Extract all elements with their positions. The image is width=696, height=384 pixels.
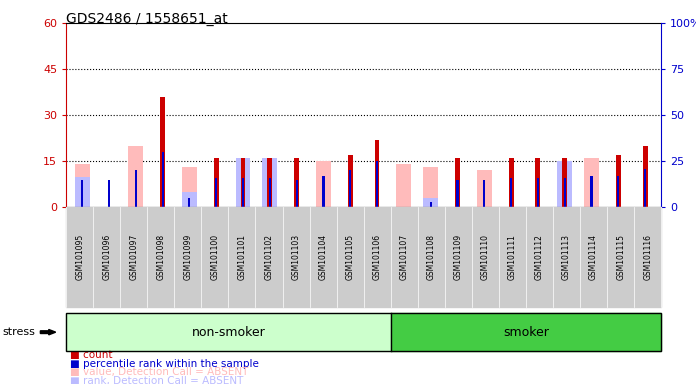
Text: GSM101115: GSM101115 [616,234,625,280]
Bar [316,161,331,207]
Bar [161,152,164,207]
Text: GSM101112: GSM101112 [535,234,544,280]
Text: ■ value, Detection Call = ABSENT: ■ value, Detection Call = ABSENT [70,367,248,377]
Text: ■ rank, Detection Call = ABSENT: ■ rank, Detection Call = ABSENT [70,376,243,384]
Text: GSM101109: GSM101109 [454,234,463,280]
Bar [423,167,438,207]
Bar [557,161,572,207]
Text: GSM101099: GSM101099 [183,234,192,280]
Text: GSM101097: GSM101097 [129,234,139,280]
Bar [182,192,197,207]
Bar [510,178,512,207]
Bar [535,158,540,207]
Bar [75,177,90,207]
Bar [236,158,251,207]
Bar [129,146,143,207]
Bar [294,158,299,207]
Text: stress: stress [2,327,35,337]
Bar [269,178,271,207]
Text: GSM101110: GSM101110 [481,234,490,280]
Bar [108,180,110,207]
Text: GSM101103: GSM101103 [292,234,301,280]
Text: GSM101101: GSM101101 [237,234,246,280]
Bar [214,158,219,207]
Text: ■ percentile rank within the sample: ■ percentile rank within the sample [70,359,258,369]
Text: GSM101113: GSM101113 [562,234,571,280]
Bar [242,178,244,207]
Bar [537,178,539,207]
Bar [376,161,378,207]
Bar [160,97,165,207]
Bar [642,146,647,207]
Bar [322,176,324,207]
Bar [182,167,197,207]
Bar [189,198,191,207]
Text: GSM101098: GSM101098 [157,234,165,280]
Bar [296,180,298,207]
Text: GSM101096: GSM101096 [102,234,111,280]
Text: GSM101106: GSM101106 [372,234,381,280]
Bar [349,170,351,207]
Text: GSM101104: GSM101104 [319,234,328,280]
Bar [590,176,592,207]
Text: GDS2486 / 1558651_at: GDS2486 / 1558651_at [66,12,228,25]
Bar [509,158,514,207]
Bar [455,158,460,207]
Text: GSM101108: GSM101108 [427,234,436,280]
Text: smoker: smoker [503,326,549,339]
Text: GSM101102: GSM101102 [264,234,274,280]
Bar [267,158,272,207]
Bar [483,180,485,207]
Bar [477,170,491,207]
Bar [457,180,459,207]
Bar [81,180,84,207]
Text: ■ count: ■ count [70,350,112,360]
Bar [584,158,599,207]
Bar [397,164,411,207]
Bar [564,178,566,207]
Bar [616,155,621,207]
Text: GSM101111: GSM101111 [508,234,517,280]
Text: GSM101114: GSM101114 [589,234,598,280]
Bar [429,202,432,207]
Bar [75,164,90,207]
Bar [562,158,567,207]
Bar [262,158,277,207]
Bar [557,161,572,207]
Bar [241,158,246,207]
Bar [236,158,251,207]
Bar [644,169,646,207]
Bar [423,198,438,207]
Bar [617,176,619,207]
Text: GSM101107: GSM101107 [400,234,409,280]
Bar [215,178,217,207]
Text: non-smoker: non-smoker [191,326,265,339]
Bar [135,170,137,207]
Text: GSM101116: GSM101116 [643,234,652,280]
Bar [348,155,353,207]
Text: GSM101095: GSM101095 [75,234,84,280]
Bar [374,140,379,207]
Text: GSM101105: GSM101105 [346,234,355,280]
Text: GSM101100: GSM101100 [210,234,219,280]
Bar [262,158,277,207]
